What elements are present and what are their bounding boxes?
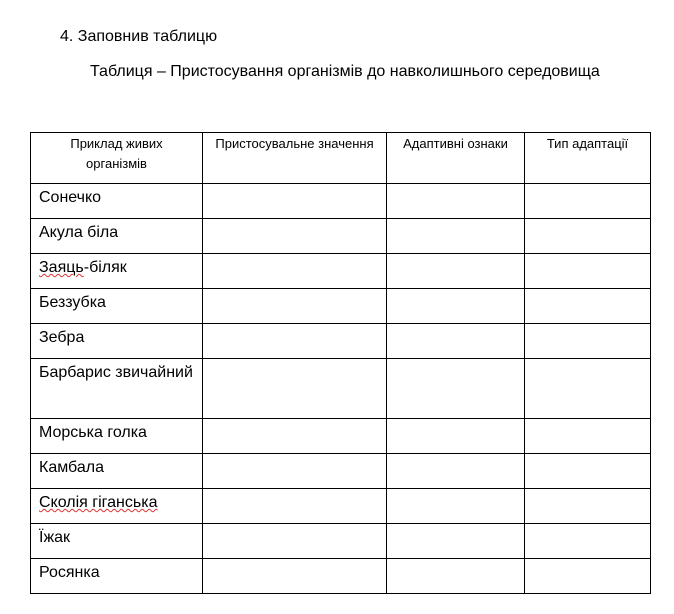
empty-cell[interactable] [202,253,387,289]
table-row: Заяць-біляк [30,253,651,289]
organism-cell: Сонечко [30,183,203,219]
empty-cell[interactable] [524,323,651,359]
empty-cell[interactable] [524,288,651,324]
table-row: Камбала [30,453,651,489]
empty-cell[interactable] [524,523,651,559]
empty-cell[interactable] [386,218,525,254]
empty-cell[interactable] [524,183,651,219]
empty-cell[interactable] [202,418,387,454]
adaptation-table: Приклад живих організмів Пристосувальне … [30,132,651,594]
organism-name: Сонечко [39,189,102,206]
organism-name: Камбала [39,459,104,476]
section-heading: 4. Заповнив таблицю [60,28,218,45]
header-adaptive-features: Адаптивні ознаки [386,132,525,184]
empty-cell[interactable] [202,288,387,324]
empty-cell[interactable] [524,488,651,524]
empty-cell[interactable] [524,253,651,289]
empty-cell[interactable] [202,323,387,359]
empty-cell[interactable] [524,418,651,454]
organism-name: Росянка [39,564,100,581]
empty-cell[interactable] [202,523,387,559]
empty-cell[interactable] [524,453,651,489]
organism-name: Заяць-біляк [39,259,127,276]
empty-cell[interactable] [386,358,525,419]
organism-name: Акула біла [39,224,119,241]
organism-cell: Камбала [30,453,203,489]
empty-cell[interactable] [386,323,525,359]
empty-cell[interactable] [202,183,387,219]
header-adaptive-value: Пристосувальне значення [202,132,387,184]
table-row: Акула біла [30,218,651,254]
organism-name: Морська голка [39,424,147,441]
organism-cell: Заяць-біляк [30,253,203,289]
empty-cell[interactable] [202,488,387,524]
empty-cell[interactable] [386,558,525,594]
organism-name: Їжак [39,529,71,546]
organism-cell: Сколія гіганська [30,488,203,524]
table-row: Зебра [30,323,651,359]
empty-cell[interactable] [202,358,387,419]
empty-cell[interactable] [202,558,387,594]
empty-cell[interactable] [386,418,525,454]
table-row: Їжак [30,523,651,559]
organism-name: Сколія гіганська [39,494,158,511]
empty-cell[interactable] [524,558,651,594]
table-caption: Таблиця – Пристосування організмів до на… [90,63,600,80]
empty-cell[interactable] [386,253,525,289]
header-adaptation-type: Тип адаптації [524,132,651,184]
organism-cell: Морська голка [30,418,203,454]
organism-name: Беззубка [39,294,106,311]
empty-cell[interactable] [386,183,525,219]
empty-cell[interactable] [524,358,651,419]
organism-cell: Барбарис звичайний [30,358,203,419]
organism-cell: Беззубка [30,288,203,324]
empty-cell[interactable] [202,453,387,489]
header-organisms: Приклад живих організмів [30,132,203,184]
table-row: Барбарис звичайний [30,358,651,419]
organism-name: Зебра [39,329,85,346]
organism-name: Барбарис звичайний [39,364,193,381]
organism-cell: Акула біла [30,218,203,254]
organism-cell: Зебра [30,323,203,359]
empty-cell[interactable] [202,218,387,254]
table-row: Сонечко [30,183,651,219]
organism-cell: Їжак [30,523,203,559]
empty-cell[interactable] [524,218,651,254]
organism-cell: Росянка [30,558,203,594]
table-row: Беззубка [30,288,651,324]
table-row: Морська голка [30,418,651,454]
table-row: Росянка [30,558,651,594]
empty-cell[interactable] [386,288,525,324]
empty-cell[interactable] [386,453,525,489]
empty-cell[interactable] [386,488,525,524]
empty-cell[interactable] [386,523,525,559]
table-row: Сколія гіганська [30,488,651,524]
